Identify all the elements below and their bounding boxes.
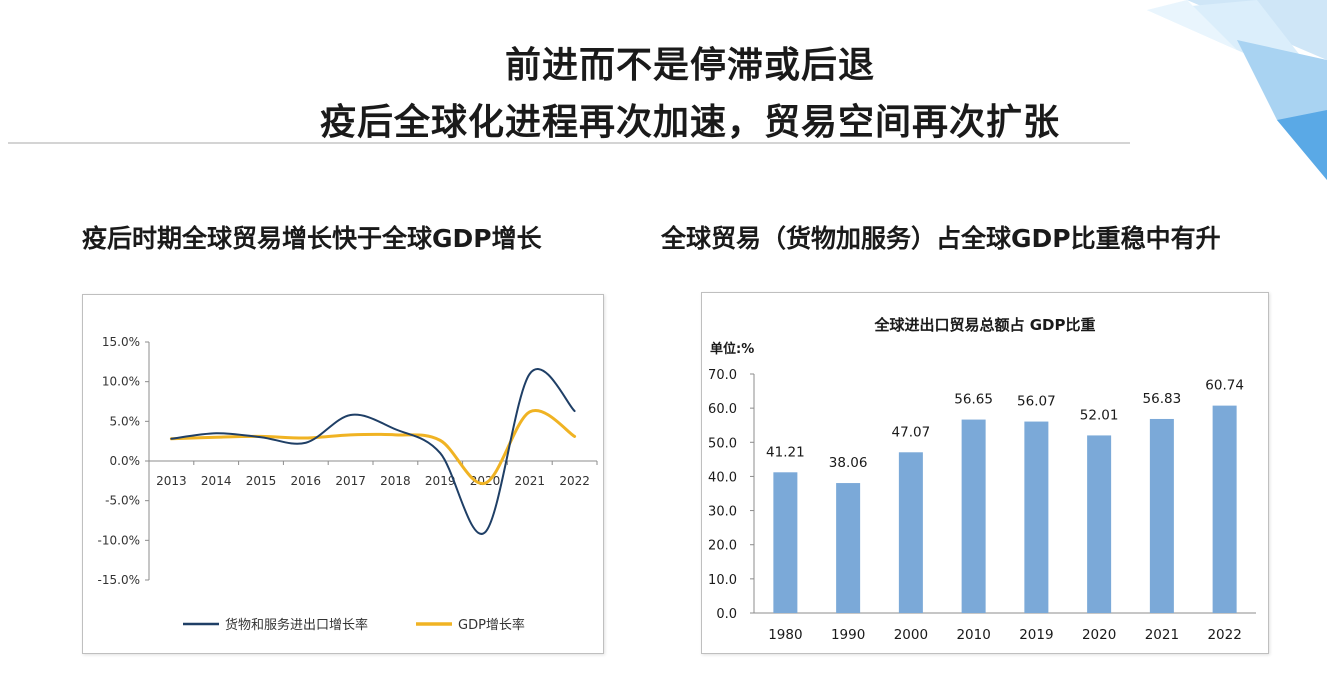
y-tick-label: 10.0 — [708, 573, 737, 588]
left-section-title: 疫后时期全球贸易增长快于全球GDP增长 — [82, 224, 542, 253]
title-divider — [8, 142, 1130, 144]
bar-value-label: 47.07 — [892, 424, 931, 440]
legend-trade-growth-label: 货物和服务进出口增长率 — [225, 617, 368, 633]
trade-share-of-gdp-chart: 全球进出口贸易总额占 GDP比重 单位:% 0.0 10.0 20.0 30.0 40.… — [708, 316, 1256, 643]
bar-2010 — [961, 419, 986, 613]
bar-value-label: 52.01 — [1080, 407, 1119, 423]
y-tick-label: 10.0% — [102, 375, 140, 389]
bar-2000 — [898, 452, 923, 613]
bar-chart-unit-label: 单位:% — [710, 341, 754, 357]
x-tick-label: 2021 — [515, 474, 546, 488]
headline-line1: 前进而不是停滞或后退 — [504, 45, 875, 86]
x-tick-label: 2018 — [380, 474, 411, 488]
bar-value-label: 41.21 — [766, 444, 805, 460]
x-tick-label: 2000 — [894, 627, 928, 643]
bar-value-label: 38.06 — [829, 455, 868, 471]
y-tick-label: -15.0% — [98, 573, 140, 587]
y-tick-label: 60.0 — [708, 402, 737, 417]
bar-2022 — [1212, 405, 1237, 613]
x-tick-label: 2019 — [1019, 627, 1053, 643]
y-tick-label: -5.0% — [105, 494, 140, 508]
y-tick-label: 40.0 — [708, 470, 737, 485]
x-tick-label: 2015 — [246, 474, 277, 488]
x-tick-label: 2020 — [1082, 627, 1116, 643]
y-tick-label: 0.0% — [110, 454, 141, 468]
y-tick-label: -10.0% — [98, 533, 140, 547]
x-tick-label: 2022 — [1207, 627, 1241, 643]
y-tick-label: 30.0 — [708, 505, 737, 520]
bar-1980 — [773, 472, 798, 613]
x-tick-label: 2013 — [156, 474, 187, 488]
bar-1990 — [836, 483, 861, 613]
y-tick-label: 5.0% — [110, 414, 141, 428]
x-tick-label: 2019 — [425, 474, 456, 488]
bar-value-label: 56.65 — [954, 392, 993, 408]
bar-chart-title: 全球进出口贸易总额占 GDP比重 — [874, 316, 1096, 334]
bar-2020 — [1087, 435, 1112, 613]
x-tick-label: 1990 — [831, 627, 865, 643]
right-section-title: 全球贸易（货物加服务）占全球GDP比重稳中有升 — [661, 224, 1221, 253]
x-tick-label: 2022 — [559, 474, 590, 488]
x-tick-label: 2014 — [201, 474, 232, 488]
bar-value-label: 56.83 — [1143, 391, 1182, 407]
x-tick-label: 2016 — [291, 474, 322, 488]
y-tick-label: 20.0 — [708, 539, 737, 554]
bar-value-label: 60.74 — [1205, 378, 1244, 394]
trade-gdp-growth-chart-panel: 15.0% 10.0% 5.0% 0.0% -5.0% -10.0% -15.0% 2013 2… — [82, 294, 604, 654]
bar-2021 — [1149, 418, 1174, 613]
x-tick-label: 2021 — [1145, 627, 1179, 643]
x-tick-label: 2010 — [956, 627, 990, 643]
bar-2019 — [1024, 421, 1049, 613]
trade-growth-line — [170, 368, 576, 535]
x-tick-label: 2017 — [335, 474, 366, 488]
bar-value-label: 56.07 — [1017, 394, 1056, 410]
y-tick-label: 70.0 — [708, 368, 737, 383]
decorative-corner-graphic — [1147, 0, 1327, 180]
trade-gdp-growth-chart: 15.0% 10.0% 5.0% 0.0% -5.0% -10.0% -15.0% 2013 2… — [98, 335, 598, 633]
y-tick-label: 15.0% — [102, 335, 140, 349]
y-tick-label: 50.0 — [708, 436, 737, 451]
legend-gdp-growth-label: GDP增长率 — [458, 617, 525, 633]
x-tick-label: 1980 — [768, 627, 802, 643]
headline-line2: 疫后全球化进程再次加速，贸易空间再次扩张 — [319, 102, 1060, 143]
y-tick-label: 0.0 — [716, 607, 737, 622]
trade-share-of-gdp-chart-panel: 全球进出口贸易总额占 GDP比重 单位:% 0.0 10.0 20.0 30.0 40.… — [701, 292, 1269, 654]
